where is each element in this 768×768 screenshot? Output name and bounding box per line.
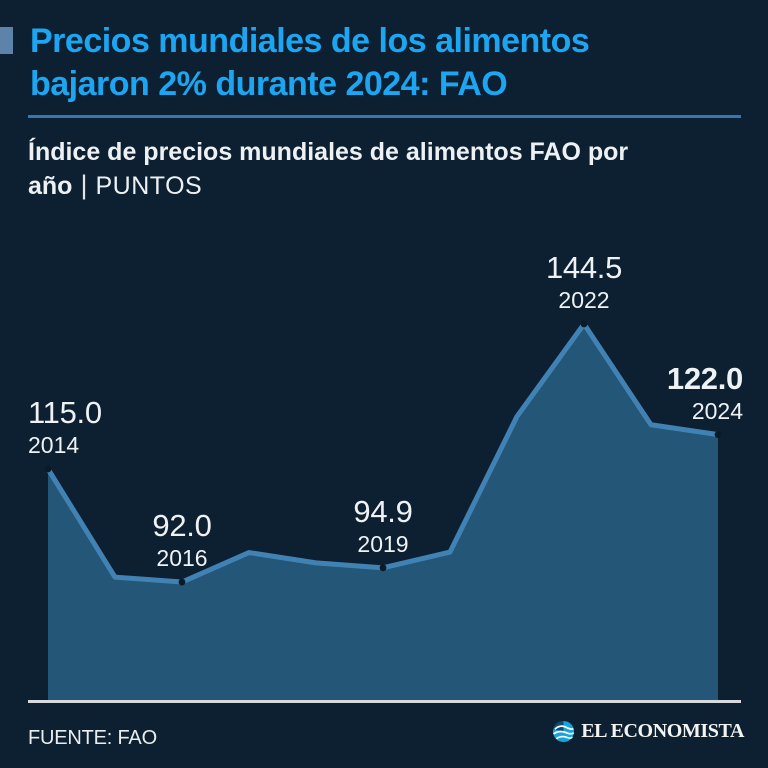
subtitle-unit: PUNTOS (95, 172, 203, 200)
el-economista-icon (553, 720, 575, 743)
data-point-dot (379, 564, 387, 572)
page-title: Precios mundiales de los alimentos bajar… (30, 22, 590, 103)
brand-logo: EL ECONOMISTA (552, 720, 744, 743)
accent-square (0, 27, 13, 54)
subtitle-text: Índice de precios mundiales de alimentos… (28, 138, 629, 200)
data-point-dot (580, 320, 588, 328)
subtitle-separator: | (80, 170, 88, 200)
area-fill (48, 324, 718, 700)
data-point-dot (44, 465, 52, 473)
brand-wordmark: EL ECONOMISTA (581, 720, 744, 742)
data-point-dot (714, 431, 722, 438)
data-point-dot (178, 578, 186, 586)
title-divider (28, 115, 741, 118)
chart-subtitle: Índice de precios mundiales de alimentos… (28, 136, 740, 203)
source-note: FUENTE: FAO (28, 727, 157, 749)
